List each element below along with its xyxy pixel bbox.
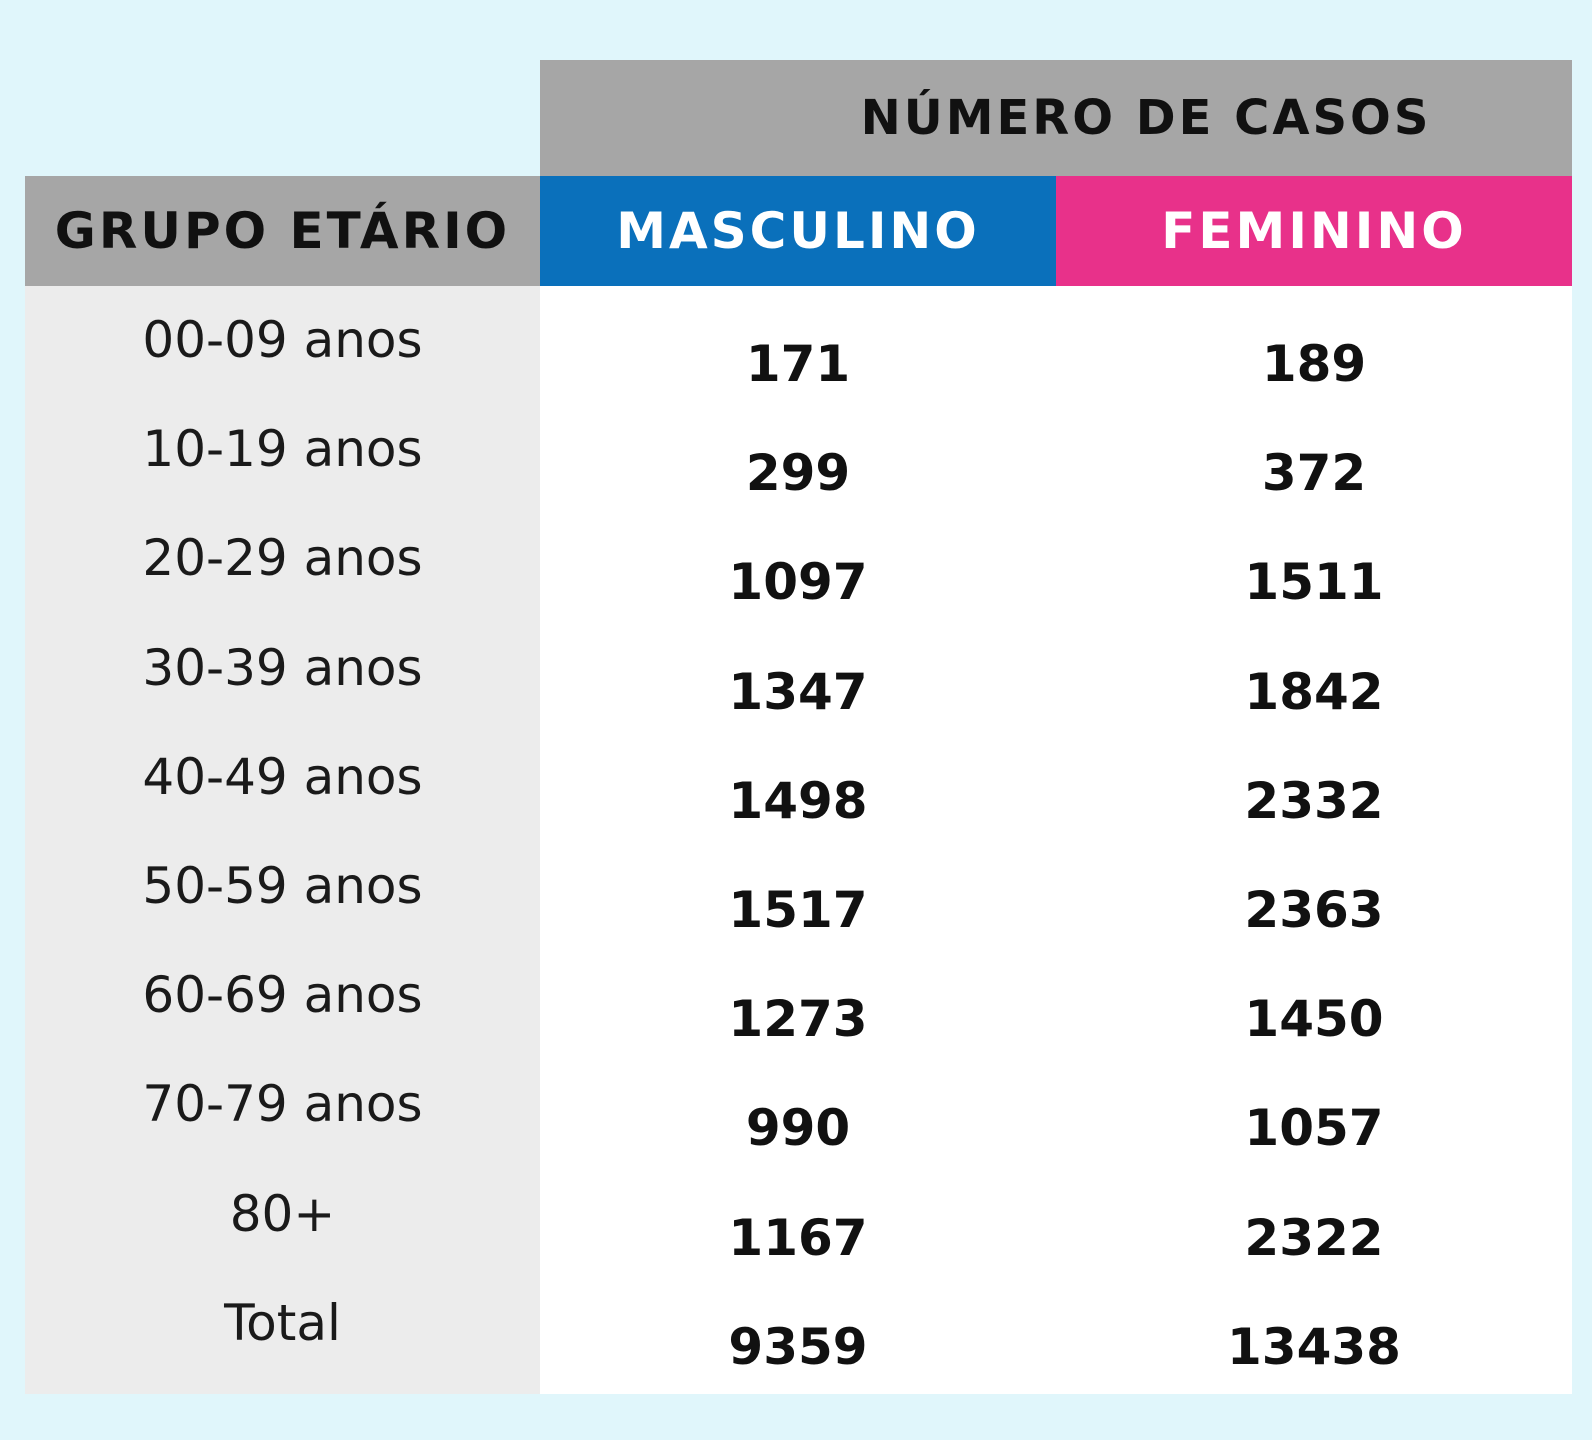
age-group-label: 70-79 anos (142, 1075, 423, 1134)
feminino-value: 372 (1261, 444, 1367, 503)
masculino-value: 9359 (728, 1317, 868, 1376)
masculino-value: 1167 (728, 1208, 868, 1267)
age-group-label: 60-69 anos (142, 966, 423, 1025)
header-grupo-etario: GRUPO ETÁRIO (25, 176, 540, 286)
feminino-value: 1511 (1244, 553, 1384, 612)
age-group-label: 80+ (229, 1184, 336, 1243)
age-group-label: 30-39 anos (142, 638, 423, 697)
age-group-label: Total (224, 1293, 341, 1352)
age-group-label: 50-59 anos (142, 857, 423, 915)
header-masculino: MASCULINO (540, 176, 1056, 286)
feminino-value: 1842 (1244, 662, 1384, 721)
values-background (540, 286, 1572, 1394)
masculino-value: 299 (745, 444, 851, 503)
masculino-value: 990 (745, 1099, 851, 1158)
feminino-value: 2322 (1244, 1208, 1384, 1267)
feminino-value: 189 (1261, 335, 1367, 393)
age-group-label: 00-09 anos (142, 311, 423, 369)
masculino-value: 1097 (728, 553, 868, 612)
feminino-value: 13438 (1227, 1317, 1401, 1376)
header-numero-de-casos: NÚMERO DE CASOS (540, 60, 1572, 176)
feminino-value: 1057 (1244, 1099, 1384, 1158)
feminino-value: 1450 (1244, 990, 1384, 1049)
age-group-label: 40-49 anos (142, 747, 423, 806)
masculino-value: 1498 (728, 771, 868, 830)
feminino-value: 2363 (1244, 881, 1384, 939)
masculino-value: 1347 (728, 662, 868, 721)
masculino-value: 1273 (728, 990, 868, 1049)
feminino-value: 2332 (1244, 771, 1384, 830)
age-group-label: 20-29 anos (142, 529, 423, 588)
masculino-value: 1517 (728, 881, 868, 939)
age-group-label: 10-19 anos (142, 420, 423, 479)
masculino-value: 171 (745, 335, 851, 393)
header-feminino: FEMININO (1056, 176, 1572, 286)
age-group-column-background (25, 286, 540, 1394)
